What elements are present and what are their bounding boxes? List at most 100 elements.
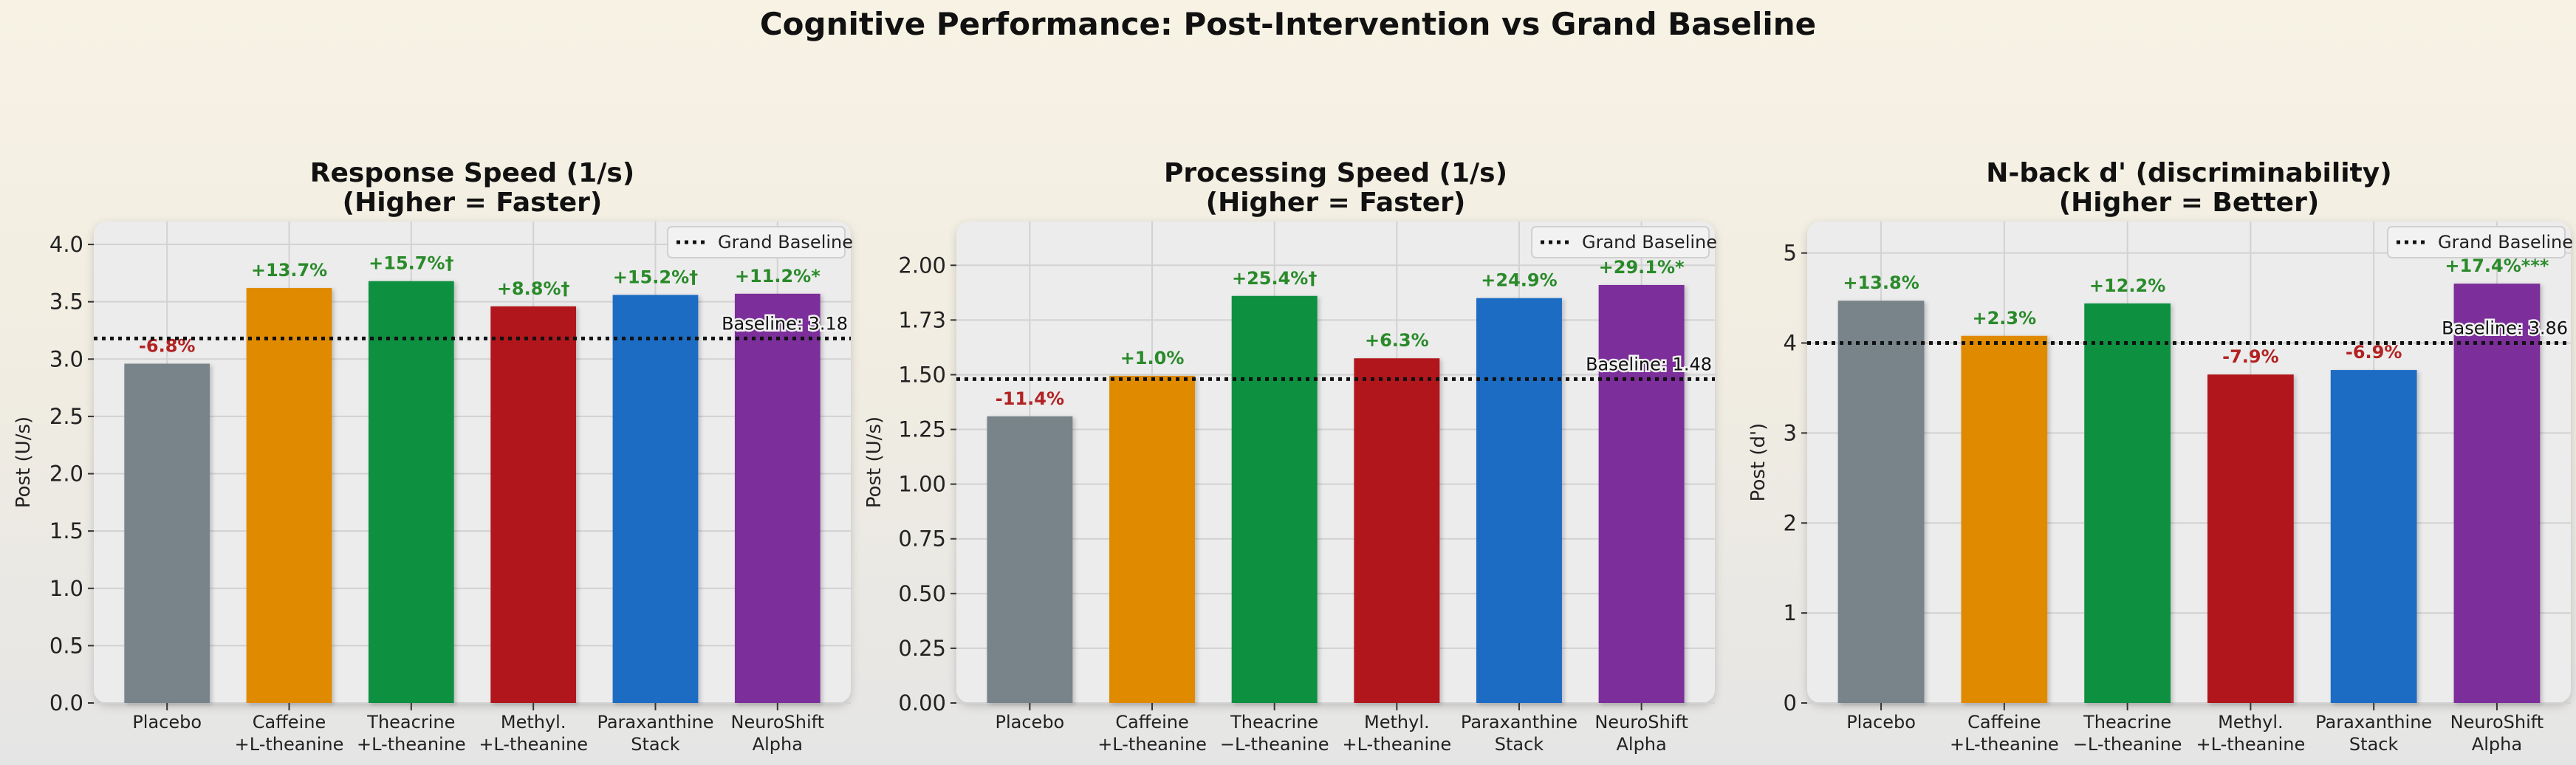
x-tick-label: Stack	[2349, 734, 2399, 755]
y-axis-label: Post (U/s)	[13, 416, 35, 508]
x-tick-label: Caffeine	[253, 712, 326, 733]
x-tick-label: Caffeine	[1115, 712, 1188, 733]
y-tick-label: 2.5	[49, 404, 83, 429]
bar-value-label: +2.3%	[1973, 308, 2037, 329]
x-tick-label: +L-theanine	[1097, 734, 1207, 755]
bar	[1961, 335, 2048, 703]
legend-box	[2387, 226, 2566, 258]
baseline-value-label: Baseline: 3.18	[722, 313, 848, 334]
bar-value-label: -11.4%	[996, 388, 1064, 409]
bar	[987, 416, 1073, 703]
y-tick-label: 4.0	[49, 232, 83, 257]
y-tick-label: 0.00	[898, 690, 946, 716]
baseline-value-label: Baseline: 1.48	[1586, 354, 1712, 374]
bar-value-label: -7.9%	[2222, 346, 2279, 367]
x-tick-label: NeuroShift	[2450, 712, 2544, 733]
bar	[1354, 358, 1440, 703]
legend-label: Grand Baseline	[2438, 232, 2573, 253]
bar-value-label: +11.2%*	[735, 266, 821, 287]
x-tick-label: +L-theanine	[1342, 734, 1451, 755]
legend-label: Grand Baseline	[1582, 232, 1717, 253]
bar	[2207, 374, 2294, 703]
subplot-title: Response Speed (1/s)	[310, 158, 634, 188]
bar-value-label: +17.4%***	[2445, 255, 2549, 276]
subplot-2: Processing Speed (1/s)(Higher = Faster) 0…	[863, 158, 1717, 755]
x-tick-label: NeuroShift	[1594, 712, 1688, 733]
y-tick-label: 0	[1784, 690, 1797, 716]
y-tick-label: 3	[1784, 420, 1797, 445]
bar	[734, 293, 821, 703]
bar	[124, 363, 210, 703]
bar	[1476, 298, 1562, 703]
legend-box	[667, 226, 846, 258]
subplot-title: Processing Speed (1/s)	[1164, 158, 1507, 188]
y-tick-label: 1.25	[898, 417, 946, 442]
legend: Grand Baseline	[1531, 226, 1717, 258]
bar	[1598, 284, 1685, 704]
y-tick-label: 1	[1784, 600, 1797, 625]
x-tick-label: +L-theanine	[235, 734, 344, 755]
baseline-value-label: Baseline: 3.86	[2442, 318, 2568, 339]
x-tick-label: Alpha	[753, 734, 803, 755]
bar	[368, 281, 454, 703]
x-tick-label: Placebo	[996, 712, 1065, 733]
y-tick-label: 1.5	[49, 518, 83, 543]
x-tick-label: Stack	[1495, 734, 1544, 755]
y-tick-label: 0.50	[898, 581, 946, 606]
bar-value-label: -6.9%	[2346, 342, 2402, 363]
y-tick-label: 3.0	[49, 346, 83, 371]
y-tick-label: 0.5	[49, 633, 83, 658]
legend: Grand Baseline	[2387, 226, 2573, 258]
bar-value-label: +1.0%	[1120, 348, 1185, 368]
y-axis-label: Post (d')	[1747, 423, 1770, 502]
x-tick-label: +L-theanine	[479, 734, 588, 755]
y-tick-label: 0.75	[898, 526, 946, 552]
subplot-title: (Higher = Faster)	[1206, 188, 1466, 218]
bar	[490, 306, 577, 703]
bar-value-label: +6.3%	[1365, 330, 1429, 351]
y-tick-label: 0.25	[898, 636, 946, 661]
x-tick-label: Theacrine	[2083, 712, 2171, 733]
subplot-title: (Higher = Better)	[2059, 188, 2320, 218]
x-tick-label: +L-theanine	[2196, 734, 2306, 755]
figure-title: Cognitive Performance: Post-Intervention…	[759, 6, 1817, 42]
x-tick-label: Methyl.	[501, 712, 566, 733]
bar	[1837, 301, 1925, 703]
x-tick-label: +L-theanine	[1950, 734, 2059, 755]
legend-label: Grand Baseline	[718, 232, 853, 253]
y-tick-label: 2.0	[49, 462, 83, 487]
bar	[1231, 295, 1318, 703]
x-tick-label: Alpha	[2472, 734, 2522, 755]
x-tick-label: Methyl.	[2218, 712, 2284, 733]
subplot-1: Response Speed (1/s)(Higher = Faster) 0.0…	[13, 158, 853, 755]
bar	[612, 295, 699, 703]
y-tick-label: 1.73	[898, 307, 946, 332]
x-tick-label: +L-theanine	[357, 734, 466, 755]
x-tick-label: Paraxanthine	[597, 712, 713, 733]
y-tick-label: 1.0	[49, 576, 83, 601]
subplot-title: N-back d' (discriminability)	[1986, 158, 2391, 188]
bar-value-label: +15.2%†	[613, 267, 698, 287]
legend: Grand Baseline	[667, 226, 853, 258]
x-tick-label: Stack	[631, 734, 680, 755]
x-tick-label: Placebo	[1846, 712, 1916, 733]
subplot-3: N-back d' (discriminability)(Higher = Be…	[1747, 158, 2573, 755]
bar	[1109, 375, 1196, 703]
bar	[2330, 370, 2417, 703]
bar-value-label: +15.7%†	[369, 253, 453, 274]
y-tick-label: 5	[1784, 241, 1797, 266]
y-tick-label: 3.5	[49, 289, 83, 315]
bar-value-label: +12.2%	[2089, 275, 2165, 296]
bar-value-label: +8.8%†	[497, 278, 570, 299]
subplot-title: (Higher = Faster)	[343, 188, 603, 218]
x-tick-label: Caffeine	[1967, 712, 2041, 733]
x-tick-label: −L-theanine	[2073, 734, 2182, 755]
x-tick-label: NeuroShift	[731, 712, 825, 733]
x-tick-label: Paraxanthine	[1461, 712, 1578, 733]
y-tick-label: 1.50	[898, 362, 946, 387]
bar	[2453, 284, 2541, 703]
bar-value-label: +24.9%	[1481, 270, 1557, 291]
bar-value-label: +29.1%*	[1599, 257, 1685, 278]
y-tick-label: 4	[1784, 331, 1797, 356]
x-tick-label: Methyl.	[1364, 712, 1430, 733]
